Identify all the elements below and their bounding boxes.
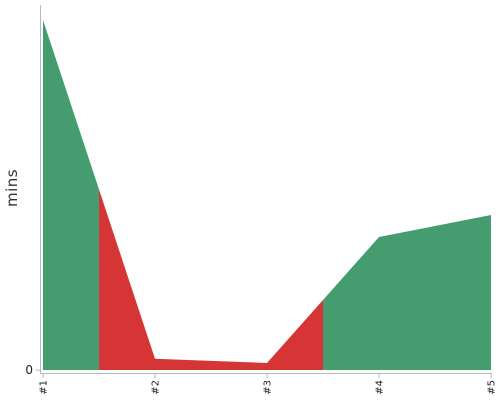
area-segment [211,360,267,370]
x-tick-label: #1 [39,380,50,395]
area-segment [379,225,435,370]
y-axis-label: mins [3,169,21,207]
area-segment [43,20,99,370]
x-tick-label: #3 [263,380,274,395]
area-segment [155,358,211,370]
x-tick-label: #2 [151,380,162,395]
area-segment [99,189,155,370]
area-segment [267,300,323,370]
x-tick-label: #4 [375,380,386,395]
area-series [43,20,491,370]
x-tick-label: #5 [487,380,498,395]
y-axis-ticks: 0 [25,363,40,377]
area-segment [323,237,379,370]
y-tick-label: 0 [25,363,33,377]
x-axis-ticks: #1 #2 #3 #4 #5 [39,373,498,395]
area-segment [435,214,491,370]
